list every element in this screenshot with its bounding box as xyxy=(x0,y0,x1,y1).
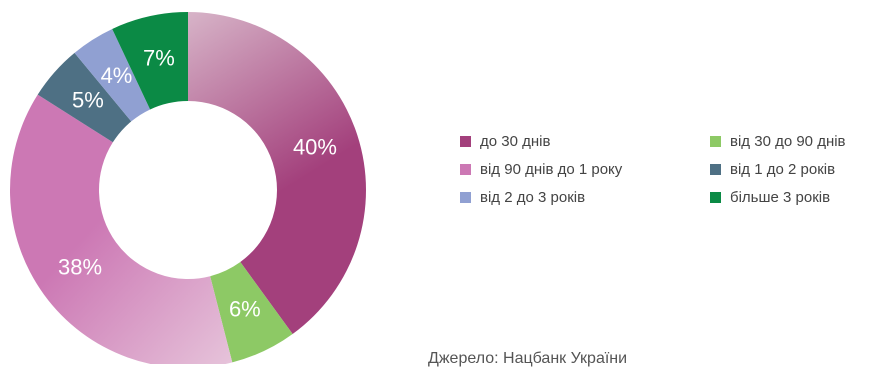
legend-item-1-to-2-years: від 1 до 2 років xyxy=(710,159,890,179)
donut-slice-4 xyxy=(37,52,132,143)
slice-label-3: 38% xyxy=(58,254,102,279)
legend-label: від 30 до 90 днів xyxy=(730,132,846,150)
legend-label: більше 3 років xyxy=(730,188,831,206)
legend-swatch xyxy=(460,163,471,175)
source-caption: Джерело: Нацбанк України xyxy=(428,350,628,367)
slice-label-1: 40% xyxy=(293,135,337,160)
legend-item-30-to-90-days: від 30 до 90 днів xyxy=(710,131,890,151)
donut-slice-5 xyxy=(74,28,151,122)
donut-slice-2 xyxy=(210,262,293,363)
donut-slice-3 xyxy=(10,94,233,364)
slice-label-4: 5% xyxy=(72,88,104,113)
legend-label: від 1 до 2 років xyxy=(730,160,836,178)
slice-label-6: 7% xyxy=(143,46,175,71)
legend-item-up-to-30-days: до 30 днів xyxy=(460,131,710,151)
legend-swatch xyxy=(710,163,721,175)
legend-item-over-3-years: більше 3 років xyxy=(710,187,890,207)
legend-label: до 30 днів xyxy=(480,132,551,150)
donut-slice-1 xyxy=(188,12,366,335)
legend-swatch xyxy=(460,191,471,203)
legend-swatch xyxy=(710,135,721,147)
donut-slice-6 xyxy=(112,12,188,110)
legend-swatch xyxy=(460,135,471,147)
legend-label: від 90 днів до 1 року xyxy=(480,160,623,178)
legend-item-90-days-to-1-year: від 90 днів до 1 року xyxy=(460,159,710,179)
legend-item-2-to-3-years: від 2 до 3 років xyxy=(460,187,710,207)
legend-swatch xyxy=(710,191,721,203)
donut-chart: 40% 6% 38% 5%4% 7% xyxy=(10,12,366,364)
slice-label-2: 6% xyxy=(229,297,261,322)
legend-label: від 2 до 3 років xyxy=(480,188,586,206)
slice-label-5: 4% xyxy=(101,63,133,88)
legend: до 30 днів від 30 до 90 днів від 90 днів… xyxy=(460,131,890,207)
